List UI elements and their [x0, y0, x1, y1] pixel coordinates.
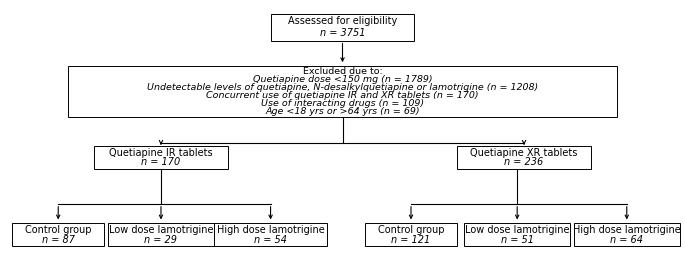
- Text: n = 51: n = 51: [501, 235, 534, 245]
- FancyBboxPatch shape: [94, 146, 227, 169]
- Text: n = 121: n = 121: [391, 235, 431, 245]
- Text: n = 87: n = 87: [42, 235, 75, 245]
- Text: n = 3751: n = 3751: [320, 28, 365, 38]
- Text: n = 54: n = 54: [254, 235, 287, 245]
- FancyBboxPatch shape: [214, 223, 327, 246]
- Text: Control group: Control group: [377, 225, 445, 235]
- Text: Quetiapine XR tablets: Quetiapine XR tablets: [471, 148, 577, 157]
- Text: Quetiapine IR tablets: Quetiapine IR tablets: [109, 148, 213, 157]
- Text: Concurrent use of quetiapine IR and XR tablets (n = 170): Concurrent use of quetiapine IR and XR t…: [206, 91, 479, 100]
- Text: Low dose lamotrigine: Low dose lamotrigine: [109, 225, 213, 235]
- Text: Quetiapine dose <150 mg (n = 1789): Quetiapine dose <150 mg (n = 1789): [253, 75, 432, 84]
- FancyBboxPatch shape: [108, 223, 214, 246]
- Text: n = 29: n = 29: [145, 235, 177, 245]
- Text: Low dose lamotrigine: Low dose lamotrigine: [465, 225, 569, 235]
- Text: Use of interacting drugs (n = 109): Use of interacting drugs (n = 109): [261, 99, 424, 108]
- FancyBboxPatch shape: [573, 223, 680, 246]
- FancyBboxPatch shape: [458, 146, 590, 169]
- FancyBboxPatch shape: [12, 223, 105, 246]
- FancyBboxPatch shape: [364, 223, 458, 246]
- Text: n = 64: n = 64: [610, 235, 643, 245]
- Text: n = 236: n = 236: [504, 157, 544, 167]
- Text: Age <18 yrs or >64 yrs (n = 69): Age <18 yrs or >64 yrs (n = 69): [265, 107, 420, 116]
- Text: Excluded due to:: Excluded due to:: [303, 67, 382, 76]
- Text: Undetectable levels of quetiapine, N-desalkylquetiapine or lamotrigine (n = 1208: Undetectable levels of quetiapine, N-des…: [147, 83, 538, 92]
- Text: Control group: Control group: [25, 225, 92, 235]
- FancyBboxPatch shape: [271, 13, 414, 41]
- Text: High dose lamotrigine: High dose lamotrigine: [573, 225, 681, 235]
- FancyBboxPatch shape: [464, 223, 570, 246]
- FancyBboxPatch shape: [68, 67, 616, 117]
- Text: n = 170: n = 170: [141, 157, 181, 167]
- Text: High dose lamotrigine: High dose lamotrigine: [216, 225, 325, 235]
- Text: Assessed for eligibility: Assessed for eligibility: [288, 17, 397, 26]
